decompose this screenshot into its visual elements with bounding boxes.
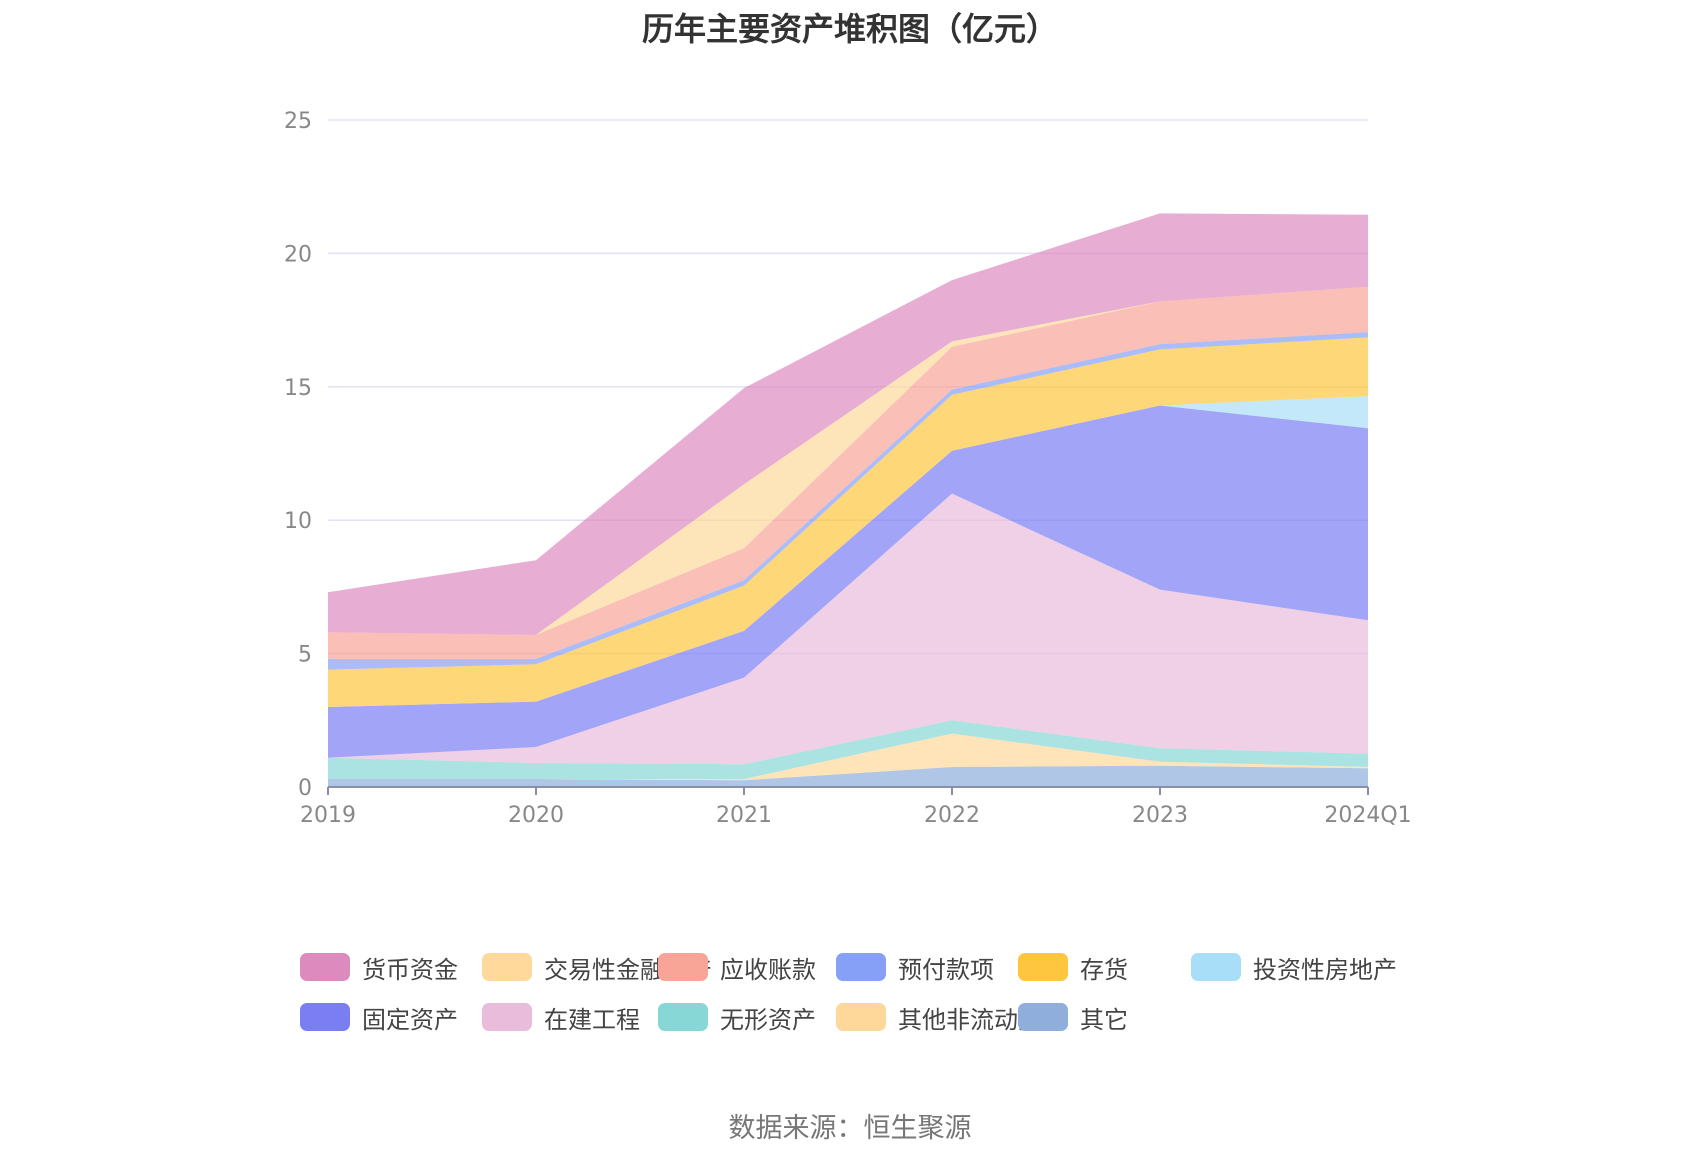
x-tick-label: 2024Q1	[1324, 803, 1411, 828]
legend-swatch	[482, 953, 532, 981]
legend-label: 固定资产	[362, 1005, 458, 1034]
legend-label: 货币资金	[362, 955, 458, 984]
y-tick-label: 0	[298, 776, 312, 801]
legend-item[interactable]: 其它	[1018, 1000, 1128, 1034]
legend-label: 在建工程	[544, 1005, 640, 1034]
y-tick-label: 25	[284, 109, 312, 134]
area-其他非流动资产	[328, 733, 1368, 781]
legend-item[interactable]: 在建工程	[482, 1000, 640, 1034]
legend-swatch	[836, 953, 886, 981]
legend-item[interactable]: 投资性房地产	[1191, 950, 1397, 984]
legend-swatch	[300, 953, 350, 981]
legend-swatch	[1018, 1003, 1068, 1031]
area-其它	[328, 765, 1368, 787]
x-tick-label: 2020	[508, 803, 564, 828]
legend-item[interactable]: 应收账款	[658, 950, 816, 984]
legend-swatch	[300, 1003, 350, 1031]
axes: 0 5 10 15 20 25 2019 2020 2021 2022 2023 2024Q1	[284, 109, 1412, 828]
chart-title: 历年主要资产堆积图（亿元）	[641, 10, 1058, 48]
legend-item[interactable]: 固定资产	[300, 1000, 458, 1034]
data-source: 数据来源：恒生聚源	[728, 1113, 972, 1144]
x-tick-label: 2023	[1132, 803, 1188, 828]
legend-swatch	[836, 1003, 886, 1031]
area-固定资产	[328, 405, 1368, 758]
legend-label: 应收账款	[720, 955, 816, 984]
legend-swatch	[1191, 953, 1241, 981]
area-应收账款	[328, 286, 1368, 659]
x-tick-label: 2019	[300, 803, 356, 828]
legend-label: 无形资产	[720, 1005, 816, 1034]
legend-label: 存货	[1080, 955, 1128, 984]
legend-swatch	[1018, 953, 1068, 981]
area-无形资产	[328, 720, 1368, 779]
legend-label: 投资性房地产	[1253, 955, 1397, 984]
legend-swatch	[482, 1003, 532, 1031]
x-tick-label: 2022	[924, 803, 980, 828]
legend-swatch	[658, 953, 708, 981]
x-tick-label: 2021	[716, 803, 772, 828]
area-在建工程	[328, 493, 1368, 765]
legend-label: 其它	[1080, 1005, 1128, 1034]
legend-item[interactable]: 无形资产	[658, 1000, 816, 1034]
area-货币资金	[328, 213, 1368, 635]
y-tick-label: 15	[284, 376, 312, 401]
y-tick-label: 5	[298, 643, 312, 668]
legend-label: 预付款项	[898, 955, 994, 984]
legend-item[interactable]: 货币资金	[300, 950, 458, 984]
area-存货	[328, 337, 1368, 707]
legend-item[interactable]: 预付款项	[836, 950, 994, 984]
y-tick-label: 20	[284, 242, 312, 267]
legend-item[interactable]: 存货	[1018, 950, 1128, 984]
y-tick-label: 10	[284, 509, 312, 534]
area-series	[328, 213, 1368, 787]
legend-swatch	[658, 1003, 708, 1031]
